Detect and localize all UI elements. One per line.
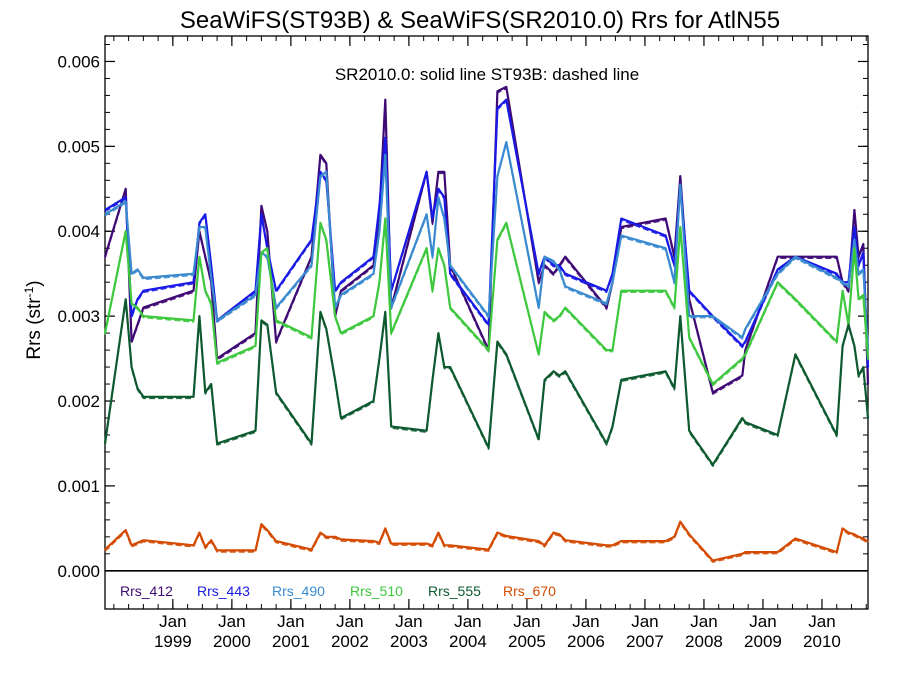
y-tick-label: 0.002 [57,392,100,411]
series-line-rrs-670 [104,520,869,562]
x-tick-month: Jan [749,612,776,631]
plot-border [104,35,869,610]
y-axis-ticks: 0.000 0.001 0.002 0.003 0.004 0.005 0.006 [57,43,868,581]
x-tick-year: 2010 [803,632,841,651]
x-tick-year: 2001 [272,632,310,651]
series-dashed-rrs-510 [104,219,869,387]
x-tick-month: Jan [454,612,481,631]
legend-entry-rrs-412: Rrs_412 [120,583,173,599]
y-tick-label: 0.003 [57,307,100,326]
x-tick-month: Jan [159,612,186,631]
series-dashed-rrs-555 [104,299,869,468]
y-tick-label: 0.000 [57,562,100,581]
x-tick-year: 2006 [567,632,605,651]
plot-frame [104,35,869,610]
legend-entry-rrs-490: Rrs_490 [272,583,325,599]
y-axis-label-base: Rrs (str [24,297,45,360]
legend: Rrs_412 Rrs_443 Rrs_490 Rrs_510 Rrs_555 Rrs_6… [120,583,556,599]
legend-entry-rrs-443: Rrs_443 [197,583,250,599]
legend-entry-rrs-510: Rrs_510 [350,583,403,599]
x-tick-year: 2005 [508,632,546,651]
y-axis-label: Rrs (str-1) [22,280,45,359]
svg-text:Rrs (str-1): Rrs (str-1) [22,280,45,359]
line-style-annotation: SR2010.0: solid line ST93B: dashed line [335,65,639,84]
x-tick-year: 2007 [626,632,664,651]
x-tick-month: Jan [631,612,658,631]
x-tick-year: 2003 [390,632,428,651]
x-axis-ticks: Jan1999Jan2000Jan2001Jan2002Jan2003Jan20… [113,36,867,651]
x-tick-month: Jan [336,612,363,631]
series-line-rrs-510 [103,217,870,386]
legend-entry-rrs-555: Rrs_555 [428,583,481,599]
series-line-rrs-490 [104,141,870,351]
x-tick-month: Jan [572,612,599,631]
x-tick-month: Jan [808,612,835,631]
x-tick-year: 2008 [685,632,723,651]
x-tick-month: Jan [513,612,540,631]
series-lines [103,85,870,563]
x-tick-month: Jan [690,612,717,631]
x-tick-year: 2004 [449,632,487,651]
chart-title: SeaWiFS(ST93B) & SeaWiFS(SR2010.0) Rrs f… [180,7,780,34]
legend-entry-rrs-670: Rrs_670 [503,583,556,599]
y-axis-label-sup: -1 [22,286,36,297]
x-tick-year: 2000 [213,632,251,651]
x-tick-month: Jan [395,612,422,631]
x-tick-month: Jan [277,612,304,631]
x-tick-year: 2002 [331,632,369,651]
y-tick-label: 0.004 [57,222,100,241]
x-tick-month: Jan [218,612,245,631]
series-dashed-rrs-490 [104,142,869,352]
y-tick-label: 0.006 [57,52,100,71]
y-axis-label-close: ) [24,280,45,286]
series-dashed-rrs-670 [104,522,869,563]
y-tick-label: 0.001 [57,477,100,496]
y-tick-label: 0.005 [57,137,100,156]
x-tick-year: 1999 [154,632,192,651]
x-tick-year: 2009 [744,632,782,651]
